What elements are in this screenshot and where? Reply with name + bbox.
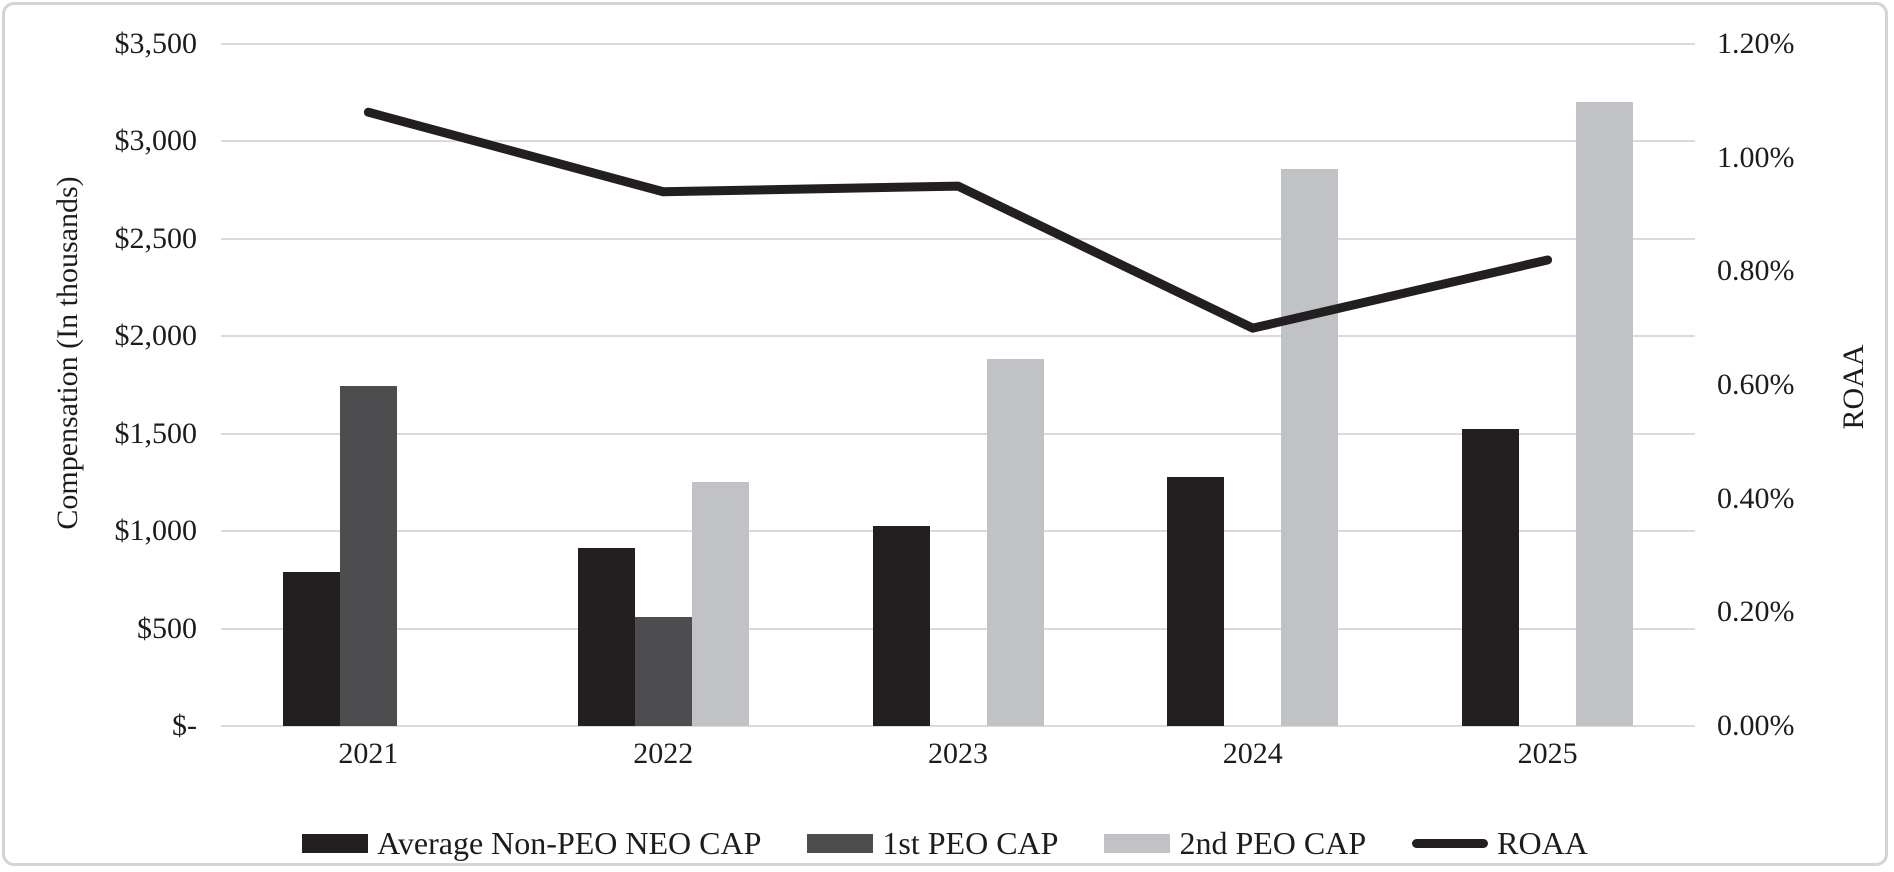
bar-2nd-peo-cap: [1576, 102, 1634, 726]
gridline: [221, 530, 1695, 533]
gridline: [221, 237, 1695, 240]
left-axis-tick-label: $1,500: [114, 416, 198, 450]
gridline: [221, 432, 1695, 435]
left-axis-tick-label: $1,000: [114, 514, 198, 548]
legend-item-2nd-peo-cap: 2nd PEO CAP: [1104, 825, 1366, 862]
gridline: [221, 335, 1695, 338]
right-axis-tick-label: 0.20%: [1717, 595, 1795, 629]
legend: Average Non-PEO NEO CAP 1st PEO CAP 2nd PE…: [5, 817, 1885, 869]
legend-line-icon: [1412, 838, 1489, 848]
right-axis-tick-label: 1.00%: [1717, 140, 1795, 174]
x-axis-year-label: 2024: [1222, 737, 1283, 770]
legend-swatch-icon: [1104, 833, 1171, 853]
bar-average-non-peo-neo-cap: [1462, 428, 1520, 726]
gridline: [221, 140, 1695, 143]
right-axis-tick-label: 0.80%: [1717, 254, 1795, 288]
plot-area: [221, 43, 1695, 727]
legend-label: 1st PEO CAP: [882, 824, 1059, 861]
x-axis-year-label: 2021: [338, 737, 399, 770]
gridline: [221, 43, 1695, 45]
legend-item-1st-peo-cap: 1st PEO CAP: [807, 825, 1058, 862]
bar-2nd-peo-cap: [1281, 168, 1339, 726]
bar-average-non-peo-neo-cap: [577, 547, 635, 726]
left-axis-tick-label: $3,000: [114, 124, 198, 158]
legend-swatch-icon: [807, 833, 874, 853]
legend-item-average-non-peo-neo-cap: Average Non-PEO NEO CAP: [302, 825, 761, 862]
x-axis-year-label: 2023: [928, 737, 988, 770]
right-axis-tick-label: 0.60%: [1717, 368, 1795, 401]
bar-1st-peo-cap: [634, 616, 692, 726]
left-axis-tick-label: $2,000: [114, 319, 198, 353]
legend-label: 2nd PEO CAP: [1179, 824, 1367, 861]
right-axis-tick-label: 0.00%: [1717, 709, 1795, 742]
bar-average-non-peo-neo-cap: [872, 526, 930, 726]
x-axis-year-label: 2025: [1517, 737, 1578, 770]
left-axis-tick-label: $2,500: [114, 221, 198, 255]
x-axis-year-label: 2022: [633, 737, 694, 770]
left-axis-tick-label: $3,500: [114, 27, 198, 60]
right-axis-tick-label: 0.40%: [1717, 481, 1795, 515]
left-axis-tick-label: $-: [172, 709, 197, 742]
bar-average-non-peo-neo-cap: [282, 572, 340, 726]
gridline: [221, 627, 1695, 630]
left-axis-tick-label: $500: [137, 611, 197, 645]
right-axis-tick-label: 1.20%: [1717, 27, 1795, 60]
bar-1st-peo-cap: [339, 385, 397, 726]
gridline: [221, 725, 1695, 727]
legend-label: Average Non-PEO NEO CAP: [377, 824, 762, 861]
bar-2nd-peo-cap: [691, 482, 749, 726]
bar-average-non-peo-neo-cap: [1167, 476, 1225, 726]
legend-swatch-icon: [302, 833, 369, 853]
legend-label: ROAA: [1497, 824, 1588, 861]
legend-item-roaa: ROAA: [1412, 825, 1588, 862]
bar-2nd-peo-cap: [986, 358, 1044, 726]
